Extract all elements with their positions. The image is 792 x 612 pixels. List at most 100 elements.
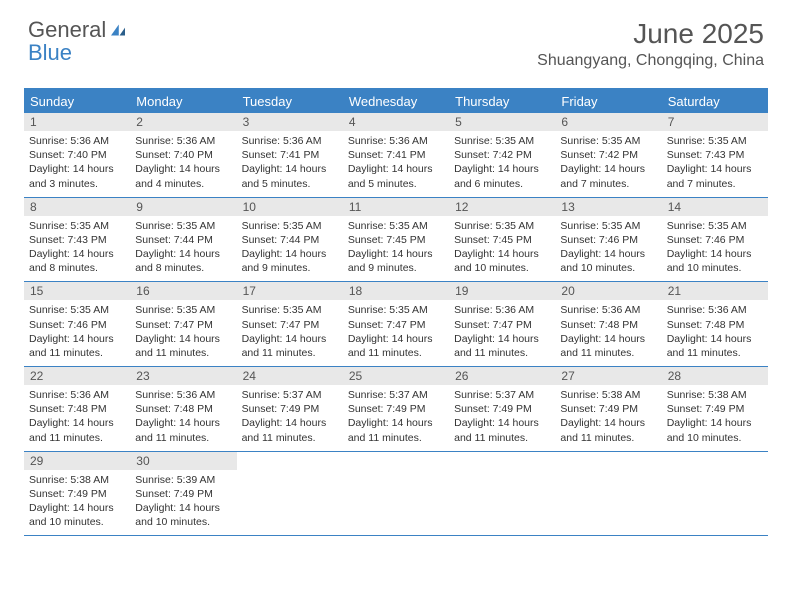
sunrise-text: Sunrise: 5:35 AM [667,219,763,233]
day-number: 22 [24,367,130,385]
daylight-text: Daylight: 14 hours and 10 minutes. [29,501,125,529]
day-number: 14 [662,198,768,216]
sunset-text: Sunset: 7:41 PM [242,148,338,162]
sunset-text: Sunset: 7:49 PM [560,402,656,416]
calendar-day: 26Sunrise: 5:37 AMSunset: 7:49 PMDayligh… [449,367,555,451]
sunset-text: Sunset: 7:49 PM [135,487,231,501]
calendar-day: 6Sunrise: 5:35 AMSunset: 7:42 PMDaylight… [555,113,661,197]
day-number: 29 [24,452,130,470]
sunrise-text: Sunrise: 5:36 AM [29,134,125,148]
sunrise-text: Sunrise: 5:38 AM [560,388,656,402]
calendar-day: 23Sunrise: 5:36 AMSunset: 7:48 PMDayligh… [130,367,236,451]
daylight-text: Daylight: 14 hours and 9 minutes. [242,247,338,275]
header: GeneralBlue June 2025 Shuangyang, Chongq… [0,0,792,78]
day-details: Sunrise: 5:35 AMSunset: 7:46 PMDaylight:… [555,216,661,276]
weekday-header: Tuesday [237,90,343,113]
day-details: Sunrise: 5:35 AMSunset: 7:47 PMDaylight:… [343,300,449,360]
weekday-header-row: SundayMondayTuesdayWednesdayThursdayFrid… [24,90,768,113]
day-number: 7 [662,113,768,131]
sunset-text: Sunset: 7:46 PM [667,233,763,247]
daylight-text: Daylight: 14 hours and 11 minutes. [560,332,656,360]
sunrise-text: Sunrise: 5:35 AM [135,303,231,317]
daylight-text: Daylight: 14 hours and 11 minutes. [560,416,656,444]
day-number: 9 [130,198,236,216]
daylight-text: Daylight: 14 hours and 10 minutes. [667,247,763,275]
calendar-day: 21Sunrise: 5:36 AMSunset: 7:48 PMDayligh… [662,282,768,366]
sunset-text: Sunset: 7:49 PM [242,402,338,416]
day-number: 16 [130,282,236,300]
day-details: Sunrise: 5:35 AMSunset: 7:47 PMDaylight:… [130,300,236,360]
sunset-text: Sunset: 7:49 PM [454,402,550,416]
day-number: 4 [343,113,449,131]
sunset-text: Sunset: 7:45 PM [454,233,550,247]
sunrise-text: Sunrise: 5:35 AM [454,134,550,148]
calendar-day-empty [662,452,768,536]
calendar-day-empty [449,452,555,536]
calendar-week: 1Sunrise: 5:36 AMSunset: 7:40 PMDaylight… [24,113,768,198]
sunrise-text: Sunrise: 5:35 AM [348,219,444,233]
daylight-text: Daylight: 14 hours and 5 minutes. [348,162,444,190]
calendar-day: 11Sunrise: 5:35 AMSunset: 7:45 PMDayligh… [343,198,449,282]
daylight-text: Daylight: 14 hours and 10 minutes. [454,247,550,275]
day-number: 1 [24,113,130,131]
day-details: Sunrise: 5:35 AMSunset: 7:43 PMDaylight:… [662,131,768,191]
sunset-text: Sunset: 7:48 PM [667,318,763,332]
day-number: 5 [449,113,555,131]
day-details: Sunrise: 5:36 AMSunset: 7:41 PMDaylight:… [343,131,449,191]
sunrise-text: Sunrise: 5:36 AM [348,134,444,148]
day-details: Sunrise: 5:35 AMSunset: 7:45 PMDaylight:… [343,216,449,276]
sunrise-text: Sunrise: 5:37 AM [242,388,338,402]
location-text: Shuangyang, Chongqing, China [537,52,764,70]
day-number: 2 [130,113,236,131]
sunset-text: Sunset: 7:45 PM [348,233,444,247]
calendar-week: 22Sunrise: 5:36 AMSunset: 7:48 PMDayligh… [24,367,768,452]
day-details: Sunrise: 5:38 AMSunset: 7:49 PMDaylight:… [662,385,768,445]
sunrise-text: Sunrise: 5:36 AM [242,134,338,148]
daylight-text: Daylight: 14 hours and 10 minutes. [560,247,656,275]
day-number: 19 [449,282,555,300]
day-number: 6 [555,113,661,131]
calendar-day: 20Sunrise: 5:36 AMSunset: 7:48 PMDayligh… [555,282,661,366]
calendar-week: 29Sunrise: 5:38 AMSunset: 7:49 PMDayligh… [24,452,768,537]
day-details: Sunrise: 5:39 AMSunset: 7:49 PMDaylight:… [130,470,236,530]
calendar-day: 12Sunrise: 5:35 AMSunset: 7:45 PMDayligh… [449,198,555,282]
sunset-text: Sunset: 7:48 PM [135,402,231,416]
day-number: 18 [343,282,449,300]
day-number: 23 [130,367,236,385]
day-details: Sunrise: 5:35 AMSunset: 7:46 PMDaylight:… [24,300,130,360]
day-details: Sunrise: 5:35 AMSunset: 7:46 PMDaylight:… [662,216,768,276]
calendar-day: 15Sunrise: 5:35 AMSunset: 7:46 PMDayligh… [24,282,130,366]
calendar-day: 14Sunrise: 5:35 AMSunset: 7:46 PMDayligh… [662,198,768,282]
sunrise-text: Sunrise: 5:35 AM [560,219,656,233]
daylight-text: Daylight: 14 hours and 11 minutes. [667,332,763,360]
sunrise-text: Sunrise: 5:35 AM [29,303,125,317]
sunrise-text: Sunrise: 5:35 AM [667,134,763,148]
sunset-text: Sunset: 7:42 PM [560,148,656,162]
calendar-day: 28Sunrise: 5:38 AMSunset: 7:49 PMDayligh… [662,367,768,451]
sunrise-text: Sunrise: 5:36 AM [29,388,125,402]
daylight-text: Daylight: 14 hours and 11 minutes. [135,416,231,444]
calendar-day: 27Sunrise: 5:38 AMSunset: 7:49 PMDayligh… [555,367,661,451]
day-details: Sunrise: 5:38 AMSunset: 7:49 PMDaylight:… [24,470,130,530]
day-details: Sunrise: 5:37 AMSunset: 7:49 PMDaylight:… [343,385,449,445]
calendar-day: 22Sunrise: 5:36 AMSunset: 7:48 PMDayligh… [24,367,130,451]
sunset-text: Sunset: 7:47 PM [454,318,550,332]
weekday-header: Thursday [449,90,555,113]
day-number: 10 [237,198,343,216]
sunset-text: Sunset: 7:40 PM [29,148,125,162]
sunset-text: Sunset: 7:48 PM [560,318,656,332]
weekday-header: Saturday [662,90,768,113]
day-number: 26 [449,367,555,385]
sunrise-text: Sunrise: 5:35 AM [242,303,338,317]
calendar-day: 3Sunrise: 5:36 AMSunset: 7:41 PMDaylight… [237,113,343,197]
day-details: Sunrise: 5:36 AMSunset: 7:40 PMDaylight:… [130,131,236,191]
day-number: 8 [24,198,130,216]
day-number: 24 [237,367,343,385]
daylight-text: Daylight: 14 hours and 10 minutes. [667,416,763,444]
day-number: 3 [237,113,343,131]
day-number: 25 [343,367,449,385]
sunrise-text: Sunrise: 5:35 AM [29,219,125,233]
sunset-text: Sunset: 7:49 PM [667,402,763,416]
daylight-text: Daylight: 14 hours and 8 minutes. [29,247,125,275]
calendar-day: 8Sunrise: 5:35 AMSunset: 7:43 PMDaylight… [24,198,130,282]
